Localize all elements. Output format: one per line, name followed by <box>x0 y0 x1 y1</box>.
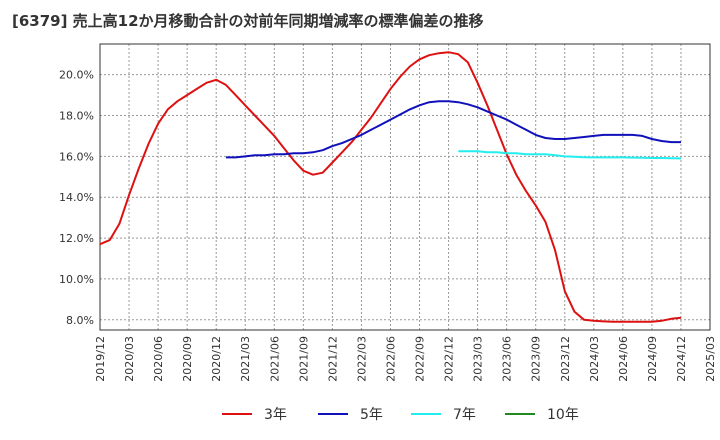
y-tick-label: 12.0% <box>59 232 94 245</box>
legend-label: 10年 <box>547 407 579 423</box>
x-tick-label: 2021/03 <box>239 336 252 382</box>
series-line <box>458 150 682 160</box>
x-tick-label: 2020/03 <box>123 336 136 382</box>
y-axis-ticks: 8.0% 10.0% 12.0% 14.0% 16.0% 18.0% 20.0% <box>59 69 94 327</box>
y-tick-label: 8.0% <box>66 314 94 327</box>
x-tick-label: 2022/09 <box>414 336 427 382</box>
x-tick-label: 2023/09 <box>530 336 543 382</box>
x-tick-label: 2025/03 <box>704 336 717 382</box>
x-tick-label: 2020/12 <box>210 336 223 382</box>
x-tick-label: 2024/09 <box>646 336 659 382</box>
x-tick-label: 2020/09 <box>181 336 194 382</box>
x-tick-label: 2023/12 <box>559 336 572 382</box>
x-tick-label: 2021/09 <box>297 336 310 382</box>
x-tick-label: 2021/12 <box>326 336 339 382</box>
x-tick-label: 2023/03 <box>472 336 485 382</box>
x-tick-label: 2023/06 <box>501 336 514 382</box>
x-tick-label: 2024/03 <box>588 336 601 382</box>
legend: 3年 5年 7年 10年 <box>222 407 579 423</box>
series-line <box>99 51 682 323</box>
grid <box>99 44 711 330</box>
legend-label: 3年 <box>264 407 287 423</box>
x-tick-label: 2024/06 <box>617 336 630 382</box>
series-lines <box>99 51 682 323</box>
x-axis-ticks: 2019/12 2020/03 2020/06 2020/09 2020/12 2021/… <box>94 336 717 382</box>
legend-label: 5年 <box>360 407 383 423</box>
y-tick-label: 16.0% <box>59 150 94 163</box>
chart-title: [6379] 売上高12か月移動合計の対前年同期増減率の標準偏差の推移 <box>12 12 484 30</box>
x-tick-label: 2022/06 <box>384 336 397 382</box>
legend-label: 7年 <box>453 407 476 423</box>
x-tick-label: 2024/12 <box>675 336 688 382</box>
y-tick-label: 10.0% <box>59 273 94 286</box>
x-tick-label: 2022/03 <box>355 336 368 382</box>
y-tick-label: 18.0% <box>59 110 94 123</box>
series-line <box>225 100 681 159</box>
y-tick-label: 20.0% <box>59 69 94 82</box>
x-tick-label: 2019/12 <box>94 336 107 382</box>
x-tick-label: 2021/06 <box>268 336 281 382</box>
plot-area-frame <box>99 43 711 331</box>
x-tick-label: 2022/12 <box>443 336 456 382</box>
y-tick-label: 14.0% <box>59 191 94 204</box>
x-tick-label: 2020/06 <box>152 336 165 382</box>
